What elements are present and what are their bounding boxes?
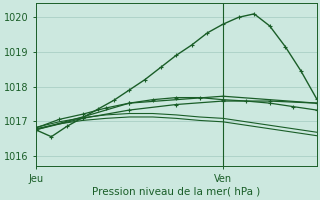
X-axis label: Pression niveau de la mer( hPa ): Pression niveau de la mer( hPa ) (92, 187, 260, 197)
